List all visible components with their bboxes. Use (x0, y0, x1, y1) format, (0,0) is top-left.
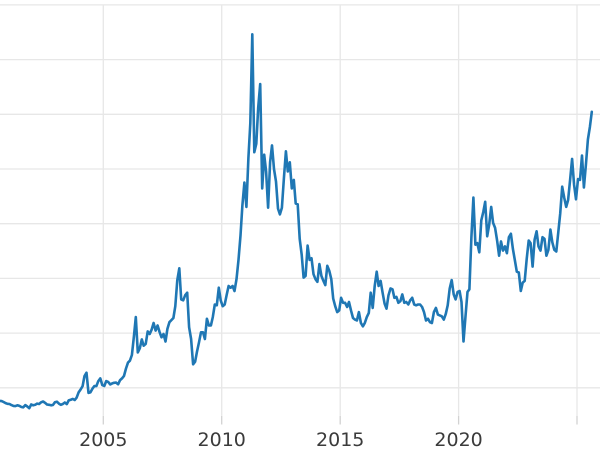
x-tick-label-2005: 2005 (79, 429, 127, 450)
x-tick-labels: 2005 2010 2015 2020 (79, 429, 483, 450)
x-tick-label-2020: 2020 (434, 429, 482, 450)
y-gridlines (0, 4, 600, 389)
x-tick-label-2010: 2010 (198, 429, 246, 450)
x-tick-label-2015: 2015 (316, 429, 364, 450)
price-line-series-1 (0, 33, 594, 410)
x-gridlines (102, 4, 578, 425)
